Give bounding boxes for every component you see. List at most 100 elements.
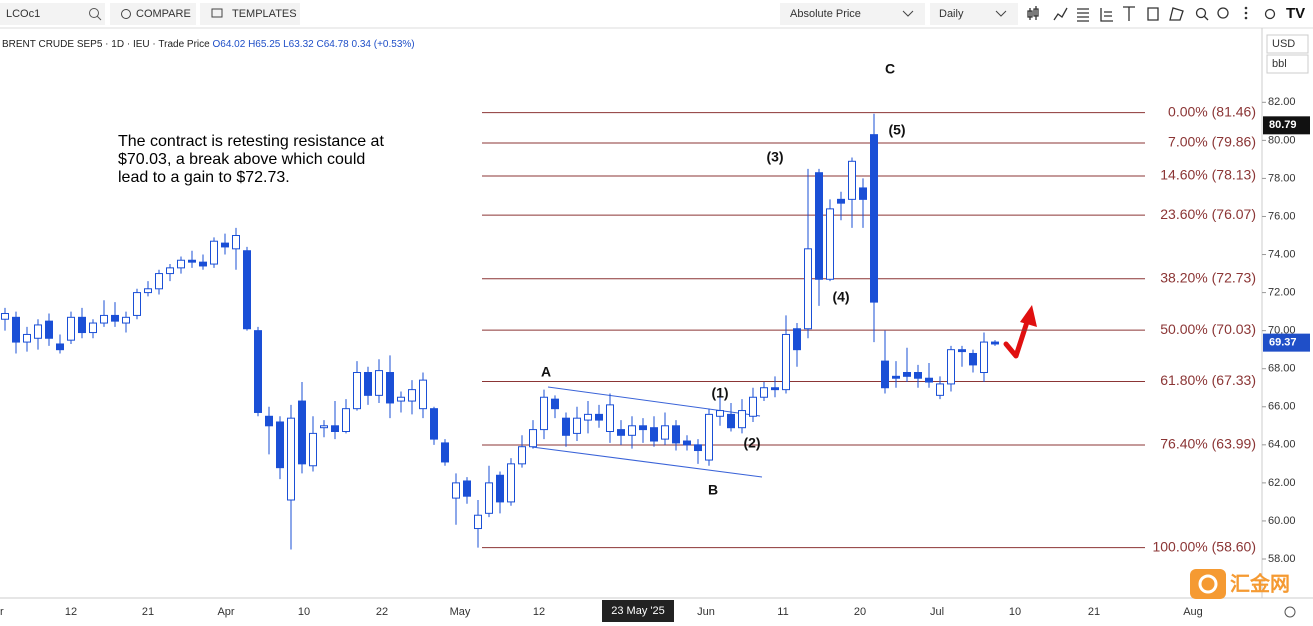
y-tick-label: 72.00 xyxy=(1268,286,1296,298)
price-marker-label: 69.37 xyxy=(1269,337,1297,349)
candle-body xyxy=(562,417,570,436)
x-tick-label: 12 xyxy=(533,606,545,618)
channel-line xyxy=(547,386,761,417)
compare-label: COMPARE xyxy=(136,8,191,20)
candle-body xyxy=(243,250,251,330)
annotation-line: lead to a gain to $72.73. xyxy=(118,169,290,186)
candle-body xyxy=(342,408,350,433)
x-tick-label: 21 xyxy=(142,606,154,618)
candle-body xyxy=(551,398,559,410)
candle-body xyxy=(782,333,790,391)
candle-body xyxy=(166,267,174,275)
legend-open: O64.02 xyxy=(212,39,245,50)
y-tick-label: 66.00 xyxy=(1268,401,1296,413)
legend-low: L63.32 xyxy=(283,39,314,50)
fib-label: 76.40% (63.99) xyxy=(1160,436,1256,452)
tool-icons[interactable] xyxy=(1027,6,1276,22)
candle-body xyxy=(463,480,471,497)
search-icon xyxy=(96,15,102,21)
candle-body xyxy=(45,320,53,339)
templates-icon xyxy=(211,8,223,18)
interval: Daily xyxy=(939,8,964,20)
candle-body xyxy=(573,417,581,434)
compare-button[interactable] xyxy=(110,3,196,25)
y-tick-label: 58.00 xyxy=(1268,553,1296,565)
y-tick-label: 68.00 xyxy=(1268,363,1296,375)
candle-body xyxy=(408,389,416,402)
candle-body xyxy=(991,341,999,345)
candle-body xyxy=(518,446,526,465)
candle-body xyxy=(111,314,119,322)
currency: USD xyxy=(1272,38,1295,50)
y-tick-label: 74.00 xyxy=(1268,248,1296,260)
templates-button[interactable] xyxy=(200,3,300,25)
candle-body xyxy=(177,259,185,269)
y-tick-label: 78.00 xyxy=(1268,172,1296,184)
candle-body xyxy=(485,482,493,514)
candle-body xyxy=(133,292,141,316)
candle-body xyxy=(23,333,31,343)
price-mode-select[interactable] xyxy=(780,3,925,25)
candle-body xyxy=(738,410,746,429)
candle-body xyxy=(892,375,900,379)
y-tick-label: 60.00 xyxy=(1268,515,1296,527)
candle-body xyxy=(199,261,207,267)
candle-body xyxy=(353,372,361,410)
candle-body xyxy=(34,324,42,339)
price-marker xyxy=(1263,116,1310,135)
x-tick-label: r xyxy=(0,606,4,618)
candle-body xyxy=(903,372,911,377)
legend-name: BRENT CRUDE SEP5 · 1D · IEU · Trade Pric… xyxy=(2,39,415,50)
watermark: 汇金网 xyxy=(1230,571,1290,595)
candle-body xyxy=(221,242,229,248)
candle-body xyxy=(144,288,152,294)
legend-price-type: Trade Price xyxy=(158,39,210,50)
candle-body xyxy=(661,425,669,440)
legend-exchange: IEU xyxy=(133,39,150,50)
wave-label: (1) xyxy=(711,385,728,401)
candle-body xyxy=(936,383,944,396)
candle-body xyxy=(232,235,240,250)
candle-body xyxy=(925,377,933,383)
candle-body xyxy=(254,330,262,413)
legend-interval: 1D xyxy=(111,39,124,50)
candle-body xyxy=(617,429,625,436)
candle-body xyxy=(804,248,812,330)
candle-body xyxy=(474,514,482,530)
interval-select[interactable] xyxy=(930,3,1018,25)
series-name: BRENT CRUDE SEP5 xyxy=(2,39,103,50)
x-tick-label: 21 xyxy=(1088,606,1100,618)
candle-body xyxy=(430,408,438,440)
currency-select[interactable] xyxy=(1266,34,1309,54)
candle-body xyxy=(320,425,328,429)
legend-change: 0.34 (+0.53%) xyxy=(352,39,415,50)
candle-body xyxy=(210,240,218,265)
candle-body xyxy=(628,425,636,436)
candle-body xyxy=(771,387,779,391)
x-tick-label: May xyxy=(450,606,471,618)
candle-body xyxy=(276,421,284,469)
candle-body xyxy=(12,316,20,343)
y-tick-label: 64.00 xyxy=(1268,439,1296,451)
candle-body xyxy=(606,404,614,433)
candle-body xyxy=(727,413,735,429)
candle-body xyxy=(496,474,504,503)
search-box[interactable] xyxy=(0,3,105,25)
x-tick-label: Jul xyxy=(930,606,944,618)
unit-select[interactable] xyxy=(1266,54,1309,74)
candle-body xyxy=(441,442,449,463)
menu-dots[interactable] xyxy=(1244,6,1248,20)
red-arrow xyxy=(1003,319,1030,359)
candle-body xyxy=(958,349,966,353)
annotation-line: $70.03, a break above which could xyxy=(118,151,365,168)
fib-label: 38.20% (72.73) xyxy=(1160,269,1256,285)
candle-body xyxy=(56,343,64,351)
x-tick-label: Aug xyxy=(1183,606,1203,618)
candle-body xyxy=(969,352,977,366)
candle-body xyxy=(507,463,515,503)
wave-label: C xyxy=(885,61,895,77)
fib-label: 14.60% (78.13) xyxy=(1160,167,1256,183)
settings-icon[interactable] xyxy=(1284,606,1296,618)
compare-icon xyxy=(121,9,131,19)
candle-body xyxy=(694,444,702,452)
